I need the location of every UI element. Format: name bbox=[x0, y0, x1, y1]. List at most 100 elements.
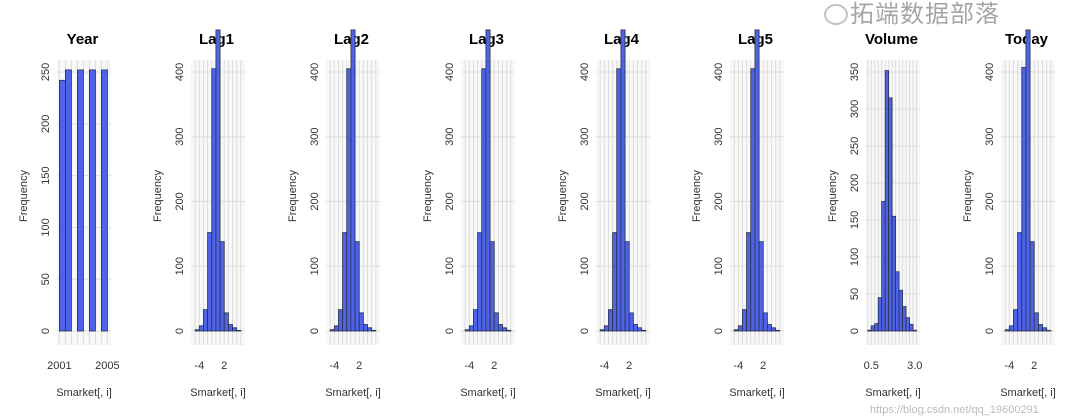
watermark-url: https://blog.csdn.net/qq_19600291 bbox=[870, 404, 1039, 416]
y-tick-label: 0 bbox=[309, 328, 321, 334]
y-tick-label: 100 bbox=[309, 257, 321, 275]
histogram-bar bbox=[737, 325, 743, 332]
wechat-icon bbox=[824, 4, 848, 25]
histogram-bar bbox=[329, 329, 335, 332]
histogram-bar bbox=[198, 325, 204, 332]
histogram-bar bbox=[742, 309, 748, 332]
y-tick-label: 150 bbox=[849, 211, 861, 229]
y-axis-label: Frequency bbox=[962, 170, 974, 222]
histogram-bar bbox=[637, 327, 643, 332]
y-tick-label: 100 bbox=[444, 257, 456, 275]
x-tick-label: 2005 bbox=[95, 360, 119, 372]
histogram-bar bbox=[219, 241, 225, 332]
histogram-bar bbox=[895, 271, 900, 332]
histogram-bar bbox=[1004, 329, 1010, 332]
histogram-bar bbox=[628, 312, 634, 332]
y-tick-label: 50 bbox=[40, 273, 52, 285]
y-tick-label: 200 bbox=[444, 192, 456, 210]
histogram-bar bbox=[912, 329, 917, 332]
histogram-bar bbox=[746, 232, 752, 332]
histogram-bar bbox=[766, 324, 772, 332]
histogram-bar bbox=[502, 327, 508, 332]
histogram-bar bbox=[1013, 309, 1019, 332]
y-axis-label: Frequency bbox=[827, 170, 839, 222]
y-tick-label: 200 bbox=[849, 174, 861, 192]
y-tick-label: 300 bbox=[174, 128, 186, 146]
histogram-bar bbox=[608, 309, 614, 332]
y-tick-label: 400 bbox=[444, 63, 456, 81]
histogram-plot: 0 100 200 300 400 -4 2 Frequency Smarket[, i] bbox=[287, 29, 381, 399]
histogram-bar bbox=[497, 324, 503, 332]
histogram-bar bbox=[338, 309, 344, 332]
histogram-bar bbox=[65, 69, 72, 332]
histogram-bar bbox=[898, 289, 903, 332]
histogram-bar bbox=[758, 241, 764, 332]
y-tick-label: 350 bbox=[849, 63, 861, 81]
histogram-plot: 0 100 200 300 400 -4 2 Frequency Smarket[, i] bbox=[557, 29, 651, 399]
x-tick-label: -4 bbox=[599, 360, 609, 372]
histogram-bar bbox=[612, 232, 618, 332]
histogram-bar bbox=[902, 306, 907, 332]
y-tick-label: 300 bbox=[444, 128, 456, 146]
histogram-bar bbox=[867, 329, 872, 332]
y-tick-label: 200 bbox=[174, 192, 186, 210]
histogram-bar bbox=[89, 69, 96, 332]
y-tick-label: 200 bbox=[579, 192, 591, 210]
histogram-plot: 0 50 100 150 200 250 300 350 0.5 3.0 Frequency Smar… bbox=[827, 60, 922, 399]
histogram-bar bbox=[1037, 324, 1043, 332]
y-tick-label: 100 bbox=[849, 248, 861, 266]
histogram-bar bbox=[59, 79, 66, 332]
y-tick-label: 100 bbox=[984, 257, 996, 275]
x-tick-label: 2 bbox=[221, 360, 227, 372]
histogram-bar bbox=[632, 324, 638, 332]
y-tick-label: 0 bbox=[984, 328, 996, 334]
histogram-panel-year: Year 0 50 100 150 200 250 2001 2005 Frequency Smar… bbox=[15, 0, 150, 417]
y-tick-label: 0 bbox=[444, 328, 456, 334]
histogram-bar bbox=[762, 312, 768, 332]
histogram-bar bbox=[481, 68, 487, 332]
histogram-bar bbox=[207, 232, 213, 332]
x-axis-label: Smarket[, i] bbox=[595, 387, 651, 399]
y-axis-label: Frequency bbox=[422, 170, 434, 222]
x-axis-label: Smarket[, i] bbox=[460, 387, 516, 399]
histogram-bar bbox=[884, 70, 890, 332]
histogram-plot: 0 100 200 300 400 -4 2 Frequency Smarket[, i] bbox=[152, 29, 246, 399]
y-tick-label: 300 bbox=[984, 128, 996, 146]
watermark-text: 拓端数据部落 bbox=[850, 1, 1000, 28]
x-tick-label: -4 bbox=[194, 360, 204, 372]
histogram-bar bbox=[1025, 29, 1031, 332]
x-tick-label: 2 bbox=[356, 360, 362, 372]
histogram-bar bbox=[1046, 329, 1052, 332]
y-tick-label: 100 bbox=[713, 257, 725, 275]
y-tick-label: 100 bbox=[174, 257, 186, 275]
histogram-bar bbox=[350, 29, 356, 332]
x-axis-label: Smarket[, i] bbox=[56, 387, 112, 399]
histogram-bar bbox=[616, 68, 622, 332]
y-tick-label: 250 bbox=[849, 137, 861, 155]
y-tick-label: 400 bbox=[984, 63, 996, 81]
y-axis-label: Frequency bbox=[557, 170, 569, 222]
histogram-bar bbox=[1021, 67, 1027, 332]
histogram-plot: 0 100 200 300 400 -4 2 Frequency Smarket[, i] bbox=[422, 29, 516, 399]
histogram-bar bbox=[775, 329, 781, 332]
x-axis-label: Smarket[, i] bbox=[1000, 387, 1056, 399]
x-tick-label: -4 bbox=[329, 360, 339, 372]
x-tick-label: 0.5 bbox=[864, 360, 879, 372]
histogram-bar bbox=[870, 325, 876, 332]
y-tick-label: 400 bbox=[579, 63, 591, 81]
x-tick-label: 2 bbox=[491, 360, 497, 372]
histogram-bar bbox=[909, 323, 914, 332]
histogram-bar bbox=[358, 312, 364, 332]
histogram-panel-volume: Volume 0 50 100 150 200 250 300 350 0.5 3.0 Frequen… bbox=[824, 0, 959, 417]
y-axis-label: Frequency bbox=[287, 170, 299, 222]
histogram-bar bbox=[232, 327, 238, 332]
histogram-bar bbox=[1017, 232, 1023, 332]
panel-title: Volume bbox=[864, 31, 919, 48]
y-tick-label: 0 bbox=[579, 328, 591, 334]
histogram-bar bbox=[354, 241, 360, 332]
x-axis-label: Smarket[, i] bbox=[190, 387, 246, 399]
histogram-plot: 0 100 200 300 400 -4 2 Frequency Smarket[, i] bbox=[691, 29, 785, 399]
